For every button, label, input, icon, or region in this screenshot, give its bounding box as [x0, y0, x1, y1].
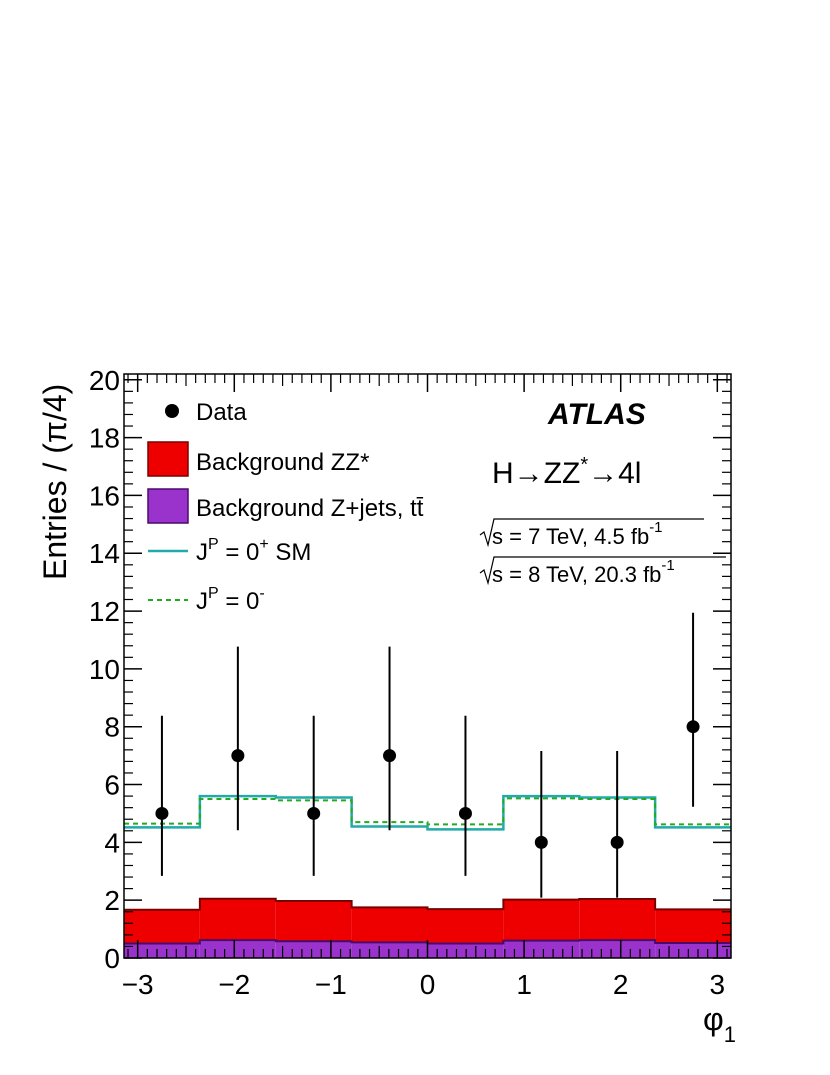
bar-zjets — [275, 941, 352, 958]
x-tick-label: −1 — [315, 969, 347, 1000]
bar-zz — [427, 909, 504, 944]
sqrt-sign-icon — [479, 518, 704, 548]
bar-zjets — [503, 940, 580, 958]
legend-swatch-zz — [147, 441, 189, 477]
x-axis-title: φ1 — [703, 1001, 736, 1047]
sqrt-sign-icon — [479, 556, 726, 586]
atlas-label: ATLAS — [547, 398, 646, 431]
legend-label-zz: Background ZZ* — [196, 449, 369, 476]
lumi-8tev: s = 8 TeV, 20.3 fb-1 — [479, 556, 726, 587]
x-tick-label: 2 — [613, 969, 629, 1000]
bar-zjets — [124, 943, 200, 958]
bar-zz — [124, 909, 200, 944]
y-tick-label: 12 — [89, 596, 120, 627]
legend-label-0minus: JP = 0- — [196, 585, 265, 615]
legend-label-sm: JP = 0+ SM — [196, 536, 311, 566]
svg-text:s = 7 TeV, 4.5 fb-1: s = 7 TeV, 4.5 fb-1 — [492, 519, 663, 549]
channel-label: H→ZZ*→4l — [492, 454, 641, 490]
y-tick-label: 20 — [89, 365, 120, 396]
y-tick-label: 16 — [89, 480, 120, 511]
data-point — [231, 749, 245, 763]
y-tick-label: 2 — [104, 885, 120, 916]
bar-zjets — [351, 942, 428, 958]
legend-swatch-zjets — [147, 488, 189, 524]
data-point — [686, 720, 700, 734]
y-tick-label: 6 — [104, 770, 120, 801]
data-point — [155, 806, 169, 820]
x-tick-label: 1 — [516, 969, 532, 1000]
y-tick-label: 8 — [104, 712, 120, 743]
bar-zz — [503, 899, 580, 941]
y-tick-label: 4 — [104, 827, 120, 858]
bar-zjets — [655, 942, 731, 958]
data-point — [534, 835, 548, 849]
bar-zjets — [579, 940, 656, 958]
svg-text:s = 8 TeV, 20.3 fb-1: s = 8 TeV, 20.3 fb-1 — [492, 557, 675, 587]
bar-zz — [275, 901, 352, 942]
legend-data-marker — [165, 404, 179, 418]
x-tick-label: −2 — [218, 969, 250, 1000]
outline-zz — [124, 897, 731, 911]
legend-label-zjets: Background Z+jets, tt̄ — [196, 495, 424, 522]
bar-zjets — [199, 940, 276, 958]
bar-zjets — [427, 943, 504, 958]
data-point — [610, 835, 624, 849]
data-point — [383, 749, 397, 763]
data-point — [307, 806, 321, 820]
data-point — [458, 806, 472, 820]
data-points-layer — [155, 612, 700, 898]
legend: Data Background ZZ* Background Z+jets, t… — [147, 399, 424, 615]
bar-zz — [199, 898, 276, 941]
x-tick-label: 0 — [420, 969, 436, 1000]
line-0minus — [124, 797, 731, 826]
y-tick-label: 18 — [89, 423, 120, 454]
y-tick-label: 10 — [89, 654, 120, 685]
y-tick-label: 14 — [89, 538, 120, 569]
bar-zz — [655, 909, 731, 943]
y-tick-label: 0 — [104, 943, 120, 974]
bar-zz — [579, 899, 656, 941]
lumi-7tev: s = 7 TeV, 4.5 fb-1 — [479, 518, 704, 549]
legend-label-data: Data — [196, 399, 247, 426]
x-tick-label: 3 — [710, 969, 726, 1000]
bar-zz — [351, 907, 428, 943]
y-axis-title: Entries / (π/4) — [37, 384, 73, 580]
x-tick-label: −3 — [122, 969, 154, 1000]
histogram-layer — [124, 794, 731, 958]
